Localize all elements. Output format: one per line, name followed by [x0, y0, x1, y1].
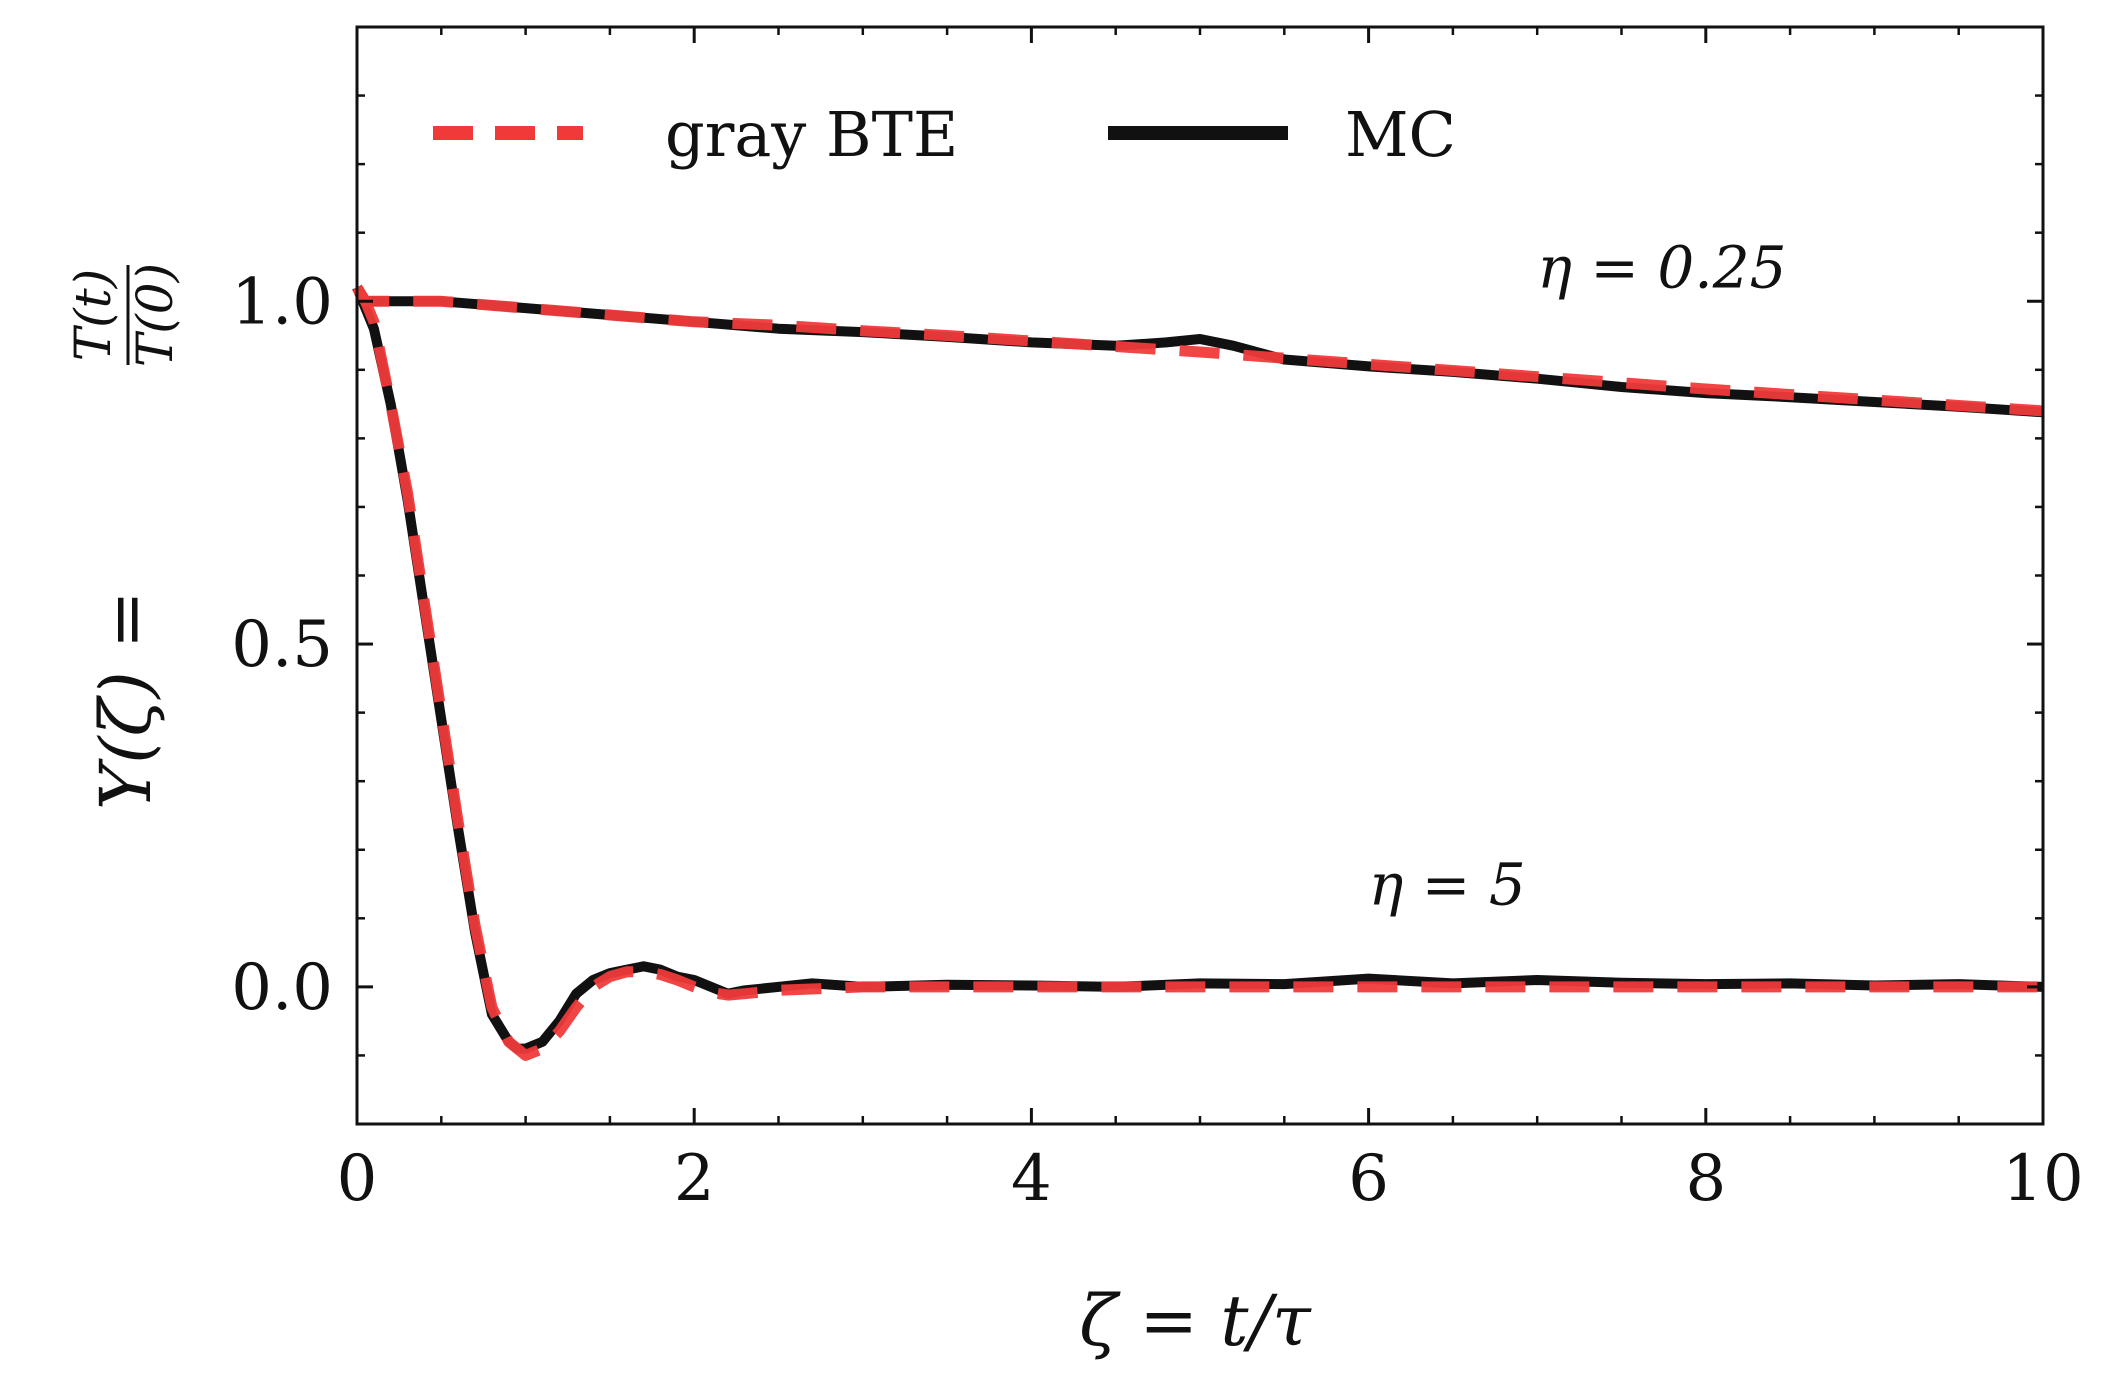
y-tick-label: 1.0	[231, 265, 333, 339]
annotation-eta-5: η = 5	[1369, 851, 1526, 919]
x-tick-label: 10	[2002, 1142, 2083, 1216]
x-tick-label: 4	[1011, 1142, 1052, 1216]
legend-label-gray-bte: gray BTE	[665, 98, 958, 171]
x-axis-label: ζ = t/τ	[1079, 1280, 1312, 1362]
x-tick-label: 8	[1685, 1142, 1726, 1216]
y-axis-label: Υ(ζ) = T(t) T(0)	[64, 263, 184, 810]
x-tick-label: 2	[674, 1142, 715, 1216]
series-line-gray-bte-5	[352, 284, 2043, 1061]
ticks-layer: 0 2 4 6 8 10 0.0 0.5 1.0	[231, 25, 2084, 1216]
y-axis-label-numerator: T(t)	[64, 269, 122, 361]
annotation-eta-025: η = 0.25	[1537, 234, 1786, 302]
y-axis-label-denominator: T(0)	[126, 263, 184, 367]
legend-label-mc: MC	[1345, 98, 1456, 171]
legend: gray BTE MC	[433, 98, 1456, 171]
x-tick-label: 0	[337, 1142, 378, 1216]
y-axis-label-lhs: Υ(ζ) =	[85, 590, 167, 810]
series-layer	[352, 284, 2044, 1061]
y-tick-label: 0.5	[231, 608, 333, 682]
annotation-layer: η = 0.25 η = 5	[1369, 234, 1787, 919]
y-tick-label: 0.0	[231, 951, 333, 1025]
x-tick-label: 6	[1348, 1142, 1389, 1216]
series-line-gray-bte-0-25	[352, 284, 2044, 417]
